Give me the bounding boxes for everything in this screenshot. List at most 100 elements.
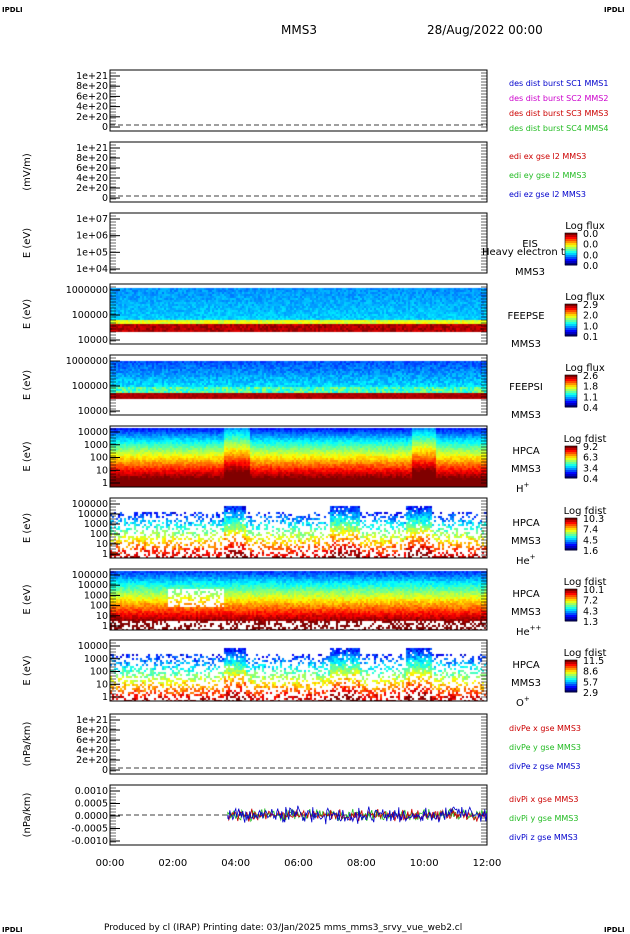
y-tick-label: 10 bbox=[96, 539, 108, 550]
colorbar-cell bbox=[565, 524, 577, 527]
y-tick-label: 100 bbox=[90, 667, 108, 678]
corner-marks: IPDLI IPDLI IPDLI IPDLI bbox=[2, 6, 625, 934]
colorbar-cell bbox=[565, 532, 577, 535]
colorbar-tick-label: 2.9 bbox=[583, 688, 598, 699]
colorbar-tick-label: 8.6 bbox=[583, 667, 598, 678]
x-tick-label: 02:00 bbox=[158, 858, 187, 869]
colorbar-cell bbox=[565, 542, 577, 545]
colorbar-tick-label: 2.9 bbox=[583, 300, 598, 311]
colorbar-cell bbox=[565, 464, 577, 467]
colorbar-cell bbox=[565, 530, 577, 533]
colorbar-cell bbox=[565, 668, 577, 671]
colorbar-cell bbox=[565, 261, 577, 264]
colorbar-cell bbox=[565, 680, 577, 683]
panel-p4: 1000000 100000 10000 E (eV) FEEPSE MMS3 Log fl… bbox=[22, 283, 605, 350]
colorbar-cell bbox=[565, 251, 577, 254]
colorbar-title: Log fdist bbox=[564, 434, 607, 445]
y-tick-label: 1 bbox=[102, 621, 108, 632]
colorbar-tick-label: 11.5 bbox=[583, 656, 604, 667]
y-tick-label: 0.0000 bbox=[75, 811, 108, 822]
y-tick-label: 0 bbox=[102, 122, 108, 133]
panel-frame bbox=[109, 141, 488, 203]
x-tick-label: 06:00 bbox=[284, 858, 313, 869]
colorbar-title: Log fdist bbox=[564, 577, 607, 588]
y-axis-label: E (eV) bbox=[22, 655, 33, 685]
colorbar-cell bbox=[565, 405, 577, 408]
colorbar-tick-label: 5.7 bbox=[583, 677, 598, 688]
colorbar-cell bbox=[565, 466, 577, 469]
y-tick-label: 10 bbox=[96, 465, 108, 476]
colorbar-cell bbox=[565, 383, 577, 386]
spectrogram-image bbox=[110, 426, 487, 487]
colorbar-cell bbox=[565, 476, 577, 479]
y-tick-label: 8e+20 bbox=[76, 81, 108, 92]
y-tick-label: 100000 bbox=[72, 570, 108, 581]
colorbar-tick-label: 1.6 bbox=[583, 546, 598, 557]
y-tick-label: 4e+20 bbox=[76, 102, 108, 113]
divpi-trace-2 bbox=[227, 805, 488, 825]
y-tick-label: 0.0005 bbox=[75, 799, 108, 810]
y-axis-label: E (eV) bbox=[22, 441, 33, 471]
colorbar-cell bbox=[565, 460, 577, 463]
y-tick-label: 10 bbox=[96, 611, 108, 622]
colorbar-cell bbox=[565, 403, 577, 406]
y-axis-label: E (eV) bbox=[22, 513, 33, 543]
instrument-label: EIS bbox=[522, 239, 538, 250]
colorbar-title: Log fdist bbox=[564, 648, 607, 659]
y-tick-label: 6e+20 bbox=[76, 163, 108, 174]
spacecraft-label: MMS3 bbox=[511, 464, 541, 475]
instrument-label: HPCA bbox=[512, 589, 540, 600]
y-tick-label: -0.0010 bbox=[71, 836, 108, 847]
y-tick-label: 1000000 bbox=[66, 285, 108, 296]
colorbar-tick-label: 7.4 bbox=[583, 525, 598, 536]
y-axis-label: (nPa/km) bbox=[22, 793, 33, 838]
colorbar-cell bbox=[565, 591, 577, 594]
colorbar-cell bbox=[565, 377, 577, 380]
colorbar-cell bbox=[565, 546, 577, 549]
legend-entry: divPe x gse MMS3 bbox=[509, 724, 581, 733]
species-label: O+ bbox=[516, 695, 530, 709]
species-label: He++ bbox=[516, 624, 542, 638]
species-label: He+ bbox=[516, 553, 536, 567]
legend-entry: divPe z gse MMS3 bbox=[509, 762, 580, 771]
y-tick-label: 4e+20 bbox=[76, 173, 108, 184]
colorbar-tick-label: 2.6 bbox=[583, 371, 598, 382]
colorbar-cell bbox=[565, 619, 577, 622]
spacecraft-label: MMS3 bbox=[511, 678, 541, 689]
spectrogram-image bbox=[110, 569, 487, 630]
y-tick-label: 1e+05 bbox=[76, 247, 108, 258]
colorbar-tick-label: 0.4 bbox=[583, 403, 598, 414]
colorbar-cell bbox=[565, 385, 577, 388]
panel-frame bbox=[109, 69, 488, 132]
colorbar-cell bbox=[565, 401, 577, 404]
colorbar-cell bbox=[565, 310, 577, 313]
colorbar-cell bbox=[565, 534, 577, 537]
colorbar-tick-label: 1.1 bbox=[583, 392, 598, 403]
colorbar-tick-label: 0.0 bbox=[583, 229, 598, 240]
colorbar-cell bbox=[565, 536, 577, 539]
colorbar-cell bbox=[565, 520, 577, 523]
colorbar-tick-label: 4.3 bbox=[583, 606, 598, 617]
colorbar-tick-label: 10.1 bbox=[583, 585, 604, 596]
colorbar-cell bbox=[565, 330, 577, 333]
y-tick-label: 2e+20 bbox=[76, 183, 108, 194]
y-tick-label: 10000 bbox=[78, 641, 108, 652]
y-tick-label: 8e+20 bbox=[76, 153, 108, 164]
colorbar-cell bbox=[565, 548, 577, 551]
legend-entry: divPi z gse MMS3 bbox=[509, 833, 578, 842]
colorbar-cell bbox=[565, 381, 577, 384]
colorbar-cell bbox=[565, 237, 577, 240]
x-tick-label: 04:00 bbox=[221, 858, 250, 869]
y-tick-label: 10000 bbox=[78, 335, 108, 346]
y-tick-label: 1e+21 bbox=[76, 143, 108, 154]
x-tick-label: 10:00 bbox=[410, 858, 439, 869]
species-charge: + bbox=[530, 553, 536, 561]
legend-entry: des dist burst SC1 MMS1 bbox=[509, 79, 608, 88]
colorbar-cell bbox=[565, 332, 577, 335]
colorbar-frame bbox=[564, 517, 578, 551]
colorbar-tick-label: 0.4 bbox=[583, 474, 598, 485]
colorbar-tick-label: 0.1 bbox=[583, 332, 598, 343]
